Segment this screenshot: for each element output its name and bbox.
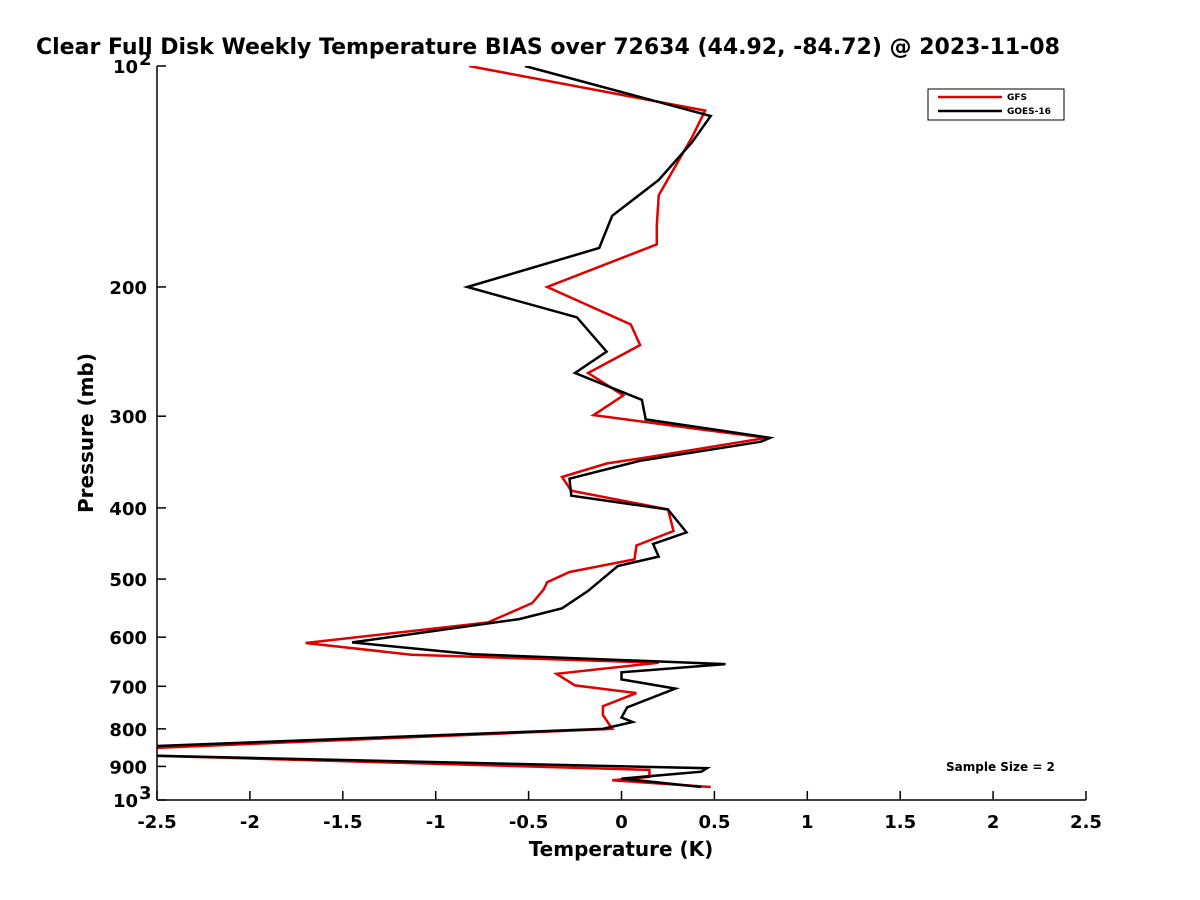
- x-tick-label: 1: [801, 812, 814, 833]
- y-tick-label: 10: [113, 57, 138, 78]
- x-tick-label: -1.5: [323, 812, 362, 833]
- y-tick-label: 500: [109, 570, 147, 591]
- x-tick-label: -0.5: [509, 812, 548, 833]
- x-tick-label: 1.5: [884, 812, 916, 833]
- y-tick-label: 800: [109, 720, 147, 741]
- x-tick-label: 0: [615, 812, 628, 833]
- legend-label-gfs: GFS: [1007, 93, 1027, 103]
- x-tick-label: -2.5: [137, 812, 176, 833]
- y-tick-exponent: 2: [139, 49, 152, 70]
- y-tick-label: 600: [109, 628, 147, 649]
- y-tick-label: 300: [109, 407, 147, 428]
- y-tick-exponent: 3: [139, 783, 152, 804]
- x-tick-label: -2: [240, 812, 260, 833]
- series-line-goes16: [157, 66, 775, 789]
- x-tick-label: 2: [987, 812, 1000, 833]
- series-layer: [157, 66, 775, 789]
- y-tick-label: 10: [113, 791, 138, 812]
- y-tick-label: 400: [109, 499, 147, 520]
- y-tick-label: 700: [109, 677, 147, 698]
- sample-size-annotation: Sample Size = 2: [946, 760, 1055, 774]
- x-tick-label: 2.5: [1070, 812, 1102, 833]
- axes: [156, 66, 1086, 801]
- series-line-gfs: [157, 66, 767, 789]
- x-ticks: -2.5 -2 -1.5 -1 -0.5 0 0.5 1 1.5 2 2.5: [137, 791, 1102, 833]
- y-axis-label: Pressure (mb): [74, 353, 98, 513]
- chart-title: Clear Full Disk Weekly Temperature BIAS …: [36, 35, 1060, 60]
- x-axis-label: Temperature (K): [529, 837, 714, 861]
- y-tick-label: 200: [109, 278, 147, 299]
- x-tick-label: 0.5: [698, 812, 730, 833]
- x-tick-label: -1: [426, 812, 446, 833]
- legend-box: [927, 88, 1065, 121]
- legend: GFS GOES-16: [927, 88, 1065, 121]
- legend-label-goes16: GOES-16: [1007, 107, 1051, 117]
- y-tick-label: 900: [109, 757, 147, 778]
